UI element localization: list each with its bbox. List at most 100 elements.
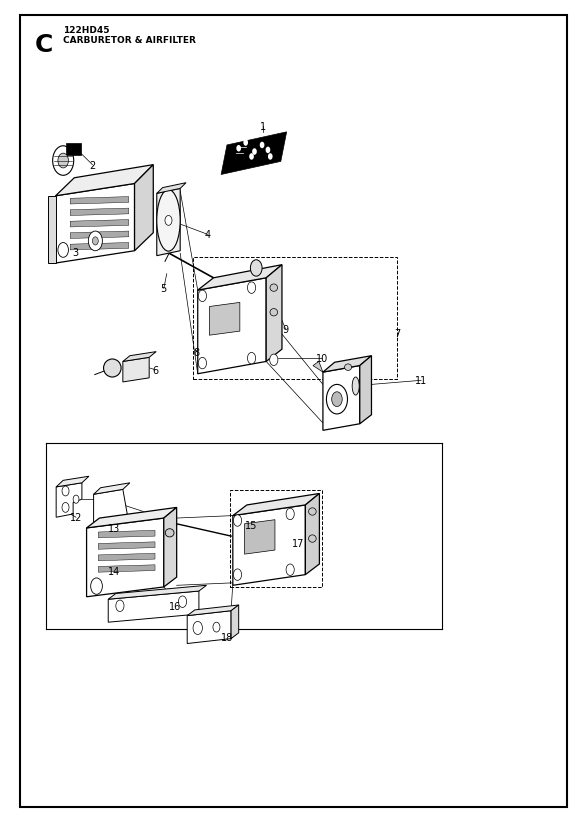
Ellipse shape	[270, 284, 278, 292]
Polygon shape	[70, 243, 129, 251]
Circle shape	[92, 238, 98, 246]
Circle shape	[178, 596, 187, 608]
Polygon shape	[231, 605, 239, 639]
Circle shape	[286, 564, 294, 576]
Polygon shape	[56, 483, 82, 518]
Circle shape	[198, 358, 207, 369]
Text: 9: 9	[283, 324, 288, 334]
Polygon shape	[157, 189, 180, 256]
Bar	[193, 258, 397, 379]
Polygon shape	[98, 565, 155, 572]
Circle shape	[260, 143, 264, 149]
Text: 3: 3	[72, 247, 78, 257]
Polygon shape	[233, 505, 305, 586]
Ellipse shape	[309, 508, 316, 516]
Polygon shape	[305, 494, 319, 575]
Circle shape	[332, 392, 342, 407]
Text: C: C	[35, 33, 53, 57]
Ellipse shape	[309, 536, 316, 542]
Polygon shape	[70, 209, 129, 216]
Circle shape	[91, 578, 102, 595]
Polygon shape	[108, 586, 207, 600]
Bar	[230, 491, 322, 587]
Text: CARBURETOR & AIRFILTER: CARBURETOR & AIRFILTER	[63, 36, 195, 45]
Polygon shape	[98, 554, 155, 561]
Text: 14: 14	[108, 566, 120, 576]
Polygon shape	[48, 197, 56, 264]
Circle shape	[286, 509, 294, 520]
Text: 12: 12	[70, 513, 82, 523]
Polygon shape	[87, 508, 177, 528]
Text: 8: 8	[193, 347, 199, 357]
Polygon shape	[123, 352, 156, 362]
Text: 1: 1	[260, 122, 266, 132]
Polygon shape	[56, 165, 153, 197]
Circle shape	[88, 232, 102, 251]
Circle shape	[53, 147, 74, 176]
Polygon shape	[98, 531, 155, 538]
Polygon shape	[313, 362, 323, 373]
Circle shape	[233, 515, 242, 527]
Polygon shape	[198, 278, 266, 374]
Polygon shape	[70, 232, 129, 239]
Ellipse shape	[345, 364, 352, 371]
Polygon shape	[108, 591, 199, 622]
Text: 11: 11	[415, 376, 427, 386]
Circle shape	[247, 353, 256, 364]
Ellipse shape	[352, 378, 359, 396]
Text: 10: 10	[316, 354, 328, 364]
Ellipse shape	[104, 360, 121, 378]
Circle shape	[270, 355, 278, 366]
Polygon shape	[187, 611, 231, 644]
Polygon shape	[98, 542, 155, 550]
Circle shape	[62, 503, 69, 513]
Polygon shape	[245, 520, 275, 554]
Polygon shape	[135, 165, 153, 251]
Circle shape	[213, 622, 220, 632]
Text: 7: 7	[395, 328, 401, 338]
Circle shape	[250, 260, 262, 277]
Text: 4: 4	[205, 230, 211, 240]
Text: 122HD45: 122HD45	[63, 26, 109, 35]
Text: 6: 6	[152, 365, 158, 375]
Polygon shape	[56, 477, 89, 487]
Circle shape	[116, 600, 124, 612]
Circle shape	[58, 243, 68, 258]
Polygon shape	[70, 220, 129, 228]
Circle shape	[249, 154, 254, 161]
Circle shape	[266, 147, 270, 154]
Text: 18: 18	[221, 632, 233, 642]
Bar	[66, 143, 81, 156]
Polygon shape	[70, 197, 129, 205]
Polygon shape	[157, 183, 186, 194]
Circle shape	[326, 385, 347, 414]
Polygon shape	[87, 518, 164, 597]
Circle shape	[252, 149, 257, 156]
Polygon shape	[56, 184, 135, 264]
Polygon shape	[233, 494, 319, 516]
Circle shape	[243, 140, 248, 147]
Polygon shape	[266, 265, 282, 362]
Text: 17: 17	[292, 539, 305, 549]
Circle shape	[165, 216, 172, 226]
Circle shape	[233, 569, 242, 581]
Circle shape	[198, 291, 207, 302]
Circle shape	[58, 154, 68, 169]
Text: 2: 2	[90, 161, 95, 170]
Polygon shape	[123, 358, 149, 382]
Polygon shape	[164, 508, 177, 587]
Text: 15: 15	[245, 521, 258, 531]
Ellipse shape	[165, 529, 174, 537]
Polygon shape	[360, 356, 371, 424]
Circle shape	[73, 495, 79, 504]
Circle shape	[236, 146, 241, 152]
Polygon shape	[94, 483, 130, 495]
Ellipse shape	[270, 309, 278, 316]
Circle shape	[193, 622, 202, 635]
Text: 5: 5	[161, 284, 167, 294]
Polygon shape	[198, 265, 282, 291]
Text: 13: 13	[108, 523, 120, 533]
Polygon shape	[221, 133, 287, 175]
Polygon shape	[323, 356, 371, 373]
Polygon shape	[187, 605, 239, 616]
